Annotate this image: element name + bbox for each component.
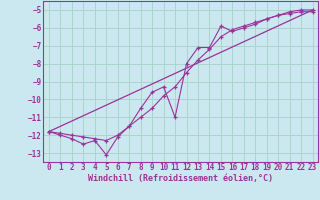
X-axis label: Windchill (Refroidissement éolien,°C): Windchill (Refroidissement éolien,°C) <box>88 174 273 183</box>
